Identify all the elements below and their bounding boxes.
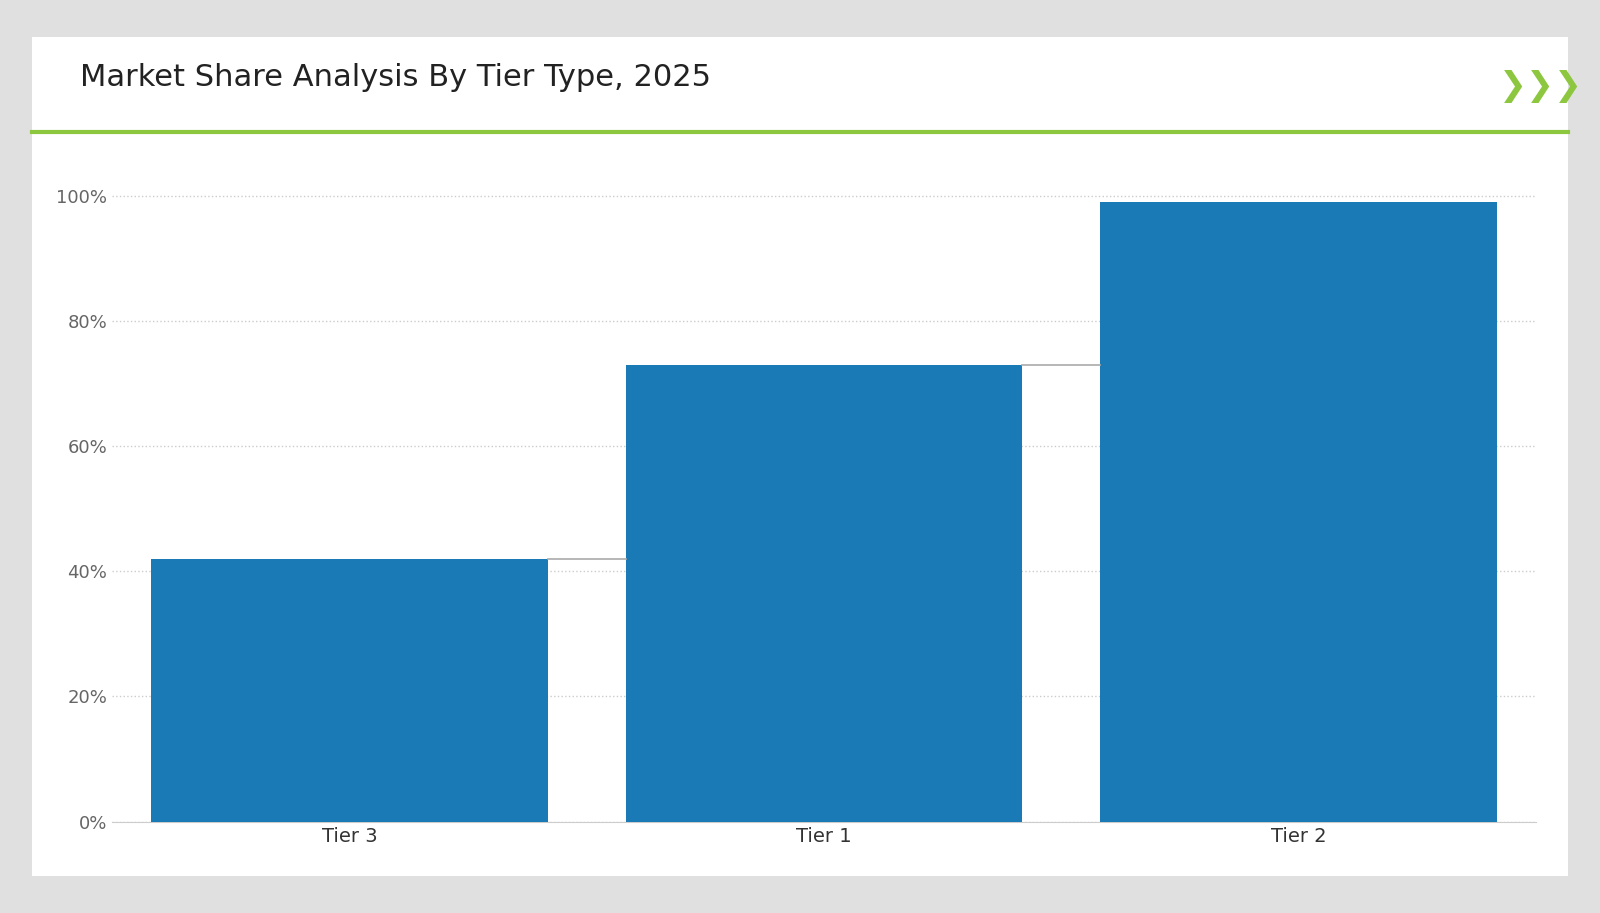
Text: Market Share Analysis By Tier Type, 2025: Market Share Analysis By Tier Type, 2025 <box>80 63 710 92</box>
Bar <box>150 559 547 822</box>
Text: ❯❯❯: ❯❯❯ <box>1499 70 1582 103</box>
Bar <box>1101 202 1498 822</box>
Bar <box>626 364 1022 822</box>
